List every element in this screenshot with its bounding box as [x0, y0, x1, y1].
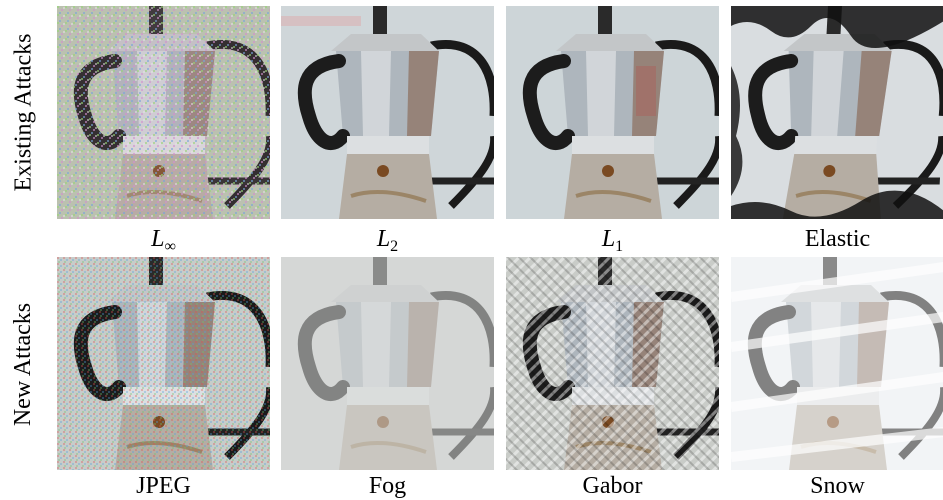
caption-jpeg: JPEG: [136, 473, 191, 499]
image-jpeg: [57, 257, 270, 470]
caption-l2-sub: 2: [390, 238, 399, 255]
caption-linf-base: L: [151, 226, 165, 252]
caption-fog: Fog: [368, 473, 407, 499]
image-l2: [281, 6, 494, 219]
image-l1: [506, 6, 719, 219]
caption-linf-sub: ∞: [164, 238, 176, 255]
caption-elastic: Elastic: [804, 226, 871, 252]
caption-snow: Snow: [810, 473, 865, 499]
caption-l1-base: L: [601, 226, 616, 252]
image-snow: [731, 257, 943, 470]
caption-l2-base: L: [376, 226, 391, 252]
image-linf: [57, 6, 270, 219]
caption-linf: L∞: [57, 225, 270, 261]
row-label-existing: Existing Attacks: [0, 5, 48, 220]
row-label-existing-text: Existing Attacks: [10, 33, 37, 192]
caption-l1-sub: 1: [615, 238, 624, 255]
caption-l1: L1: [506, 225, 719, 261]
image-gabor: [506, 257, 719, 470]
image-elastic: [731, 6, 943, 219]
row-label-new-text: New Attacks: [10, 302, 37, 427]
image-fog: [281, 257, 494, 470]
row-label-new: New Attacks: [0, 257, 48, 472]
caption-l2: L2: [281, 225, 494, 261]
caption-gabor: Gabor: [582, 473, 643, 499]
